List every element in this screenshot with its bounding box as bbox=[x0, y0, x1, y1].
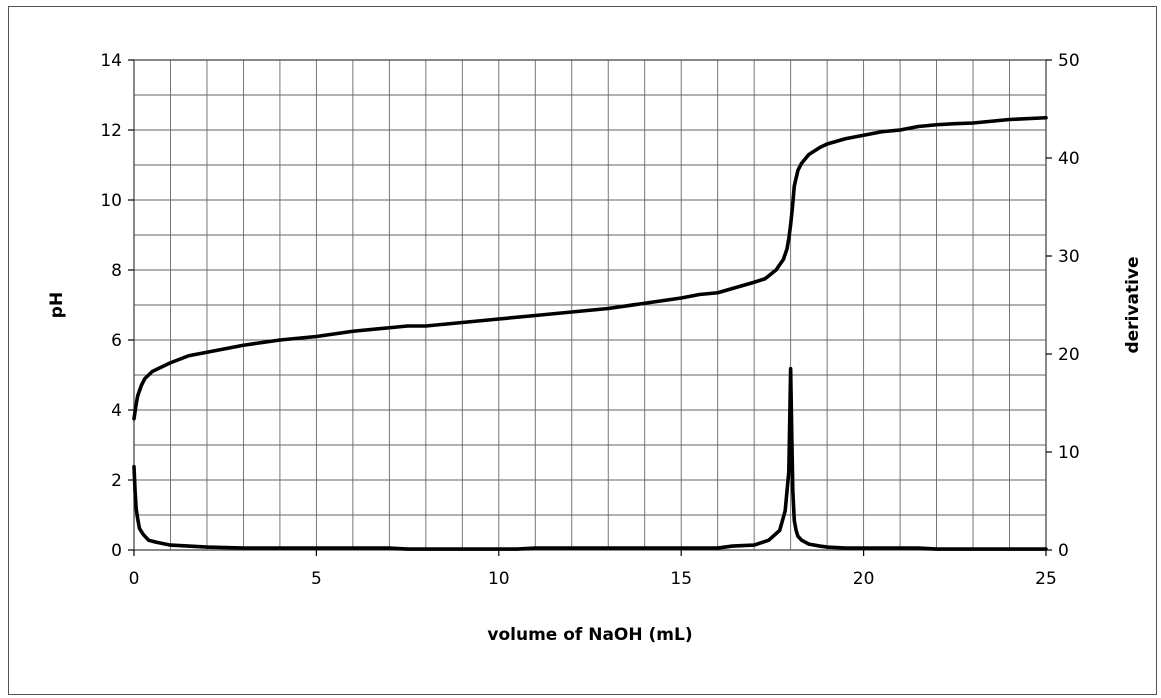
y2-tick-label: 40 bbox=[1058, 149, 1080, 169]
grid bbox=[134, 60, 1046, 550]
y-tick-label: 4 bbox=[111, 401, 122, 421]
y-tick-label: 8 bbox=[111, 261, 122, 281]
x-tick-label: 20 bbox=[853, 569, 875, 589]
y-tick-label: 14 bbox=[100, 51, 122, 71]
tick-labels: 0 2 4 6 8 10 12 14 0 10 20 30 40 50 0 5 10 15 20 25 bbox=[100, 51, 1079, 589]
y-tick-label: 0 bbox=[111, 541, 122, 561]
y2-tick-label: 50 bbox=[1058, 51, 1080, 71]
y2-tick-label: 10 bbox=[1058, 443, 1080, 463]
y-tick-label: 6 bbox=[111, 331, 122, 351]
y-tick-label: 2 bbox=[111, 471, 122, 491]
y2-tick-label: 30 bbox=[1058, 247, 1080, 267]
x-tick-label: 0 bbox=[129, 569, 140, 589]
x-axis-title: volume of NaOH (mL) bbox=[487, 625, 692, 645]
y2-tick-label: 0 bbox=[1058, 541, 1069, 561]
x-tick-label: 25 bbox=[1035, 569, 1057, 589]
y2-axis-title: derivative bbox=[1123, 256, 1143, 353]
y2-tick-label: 20 bbox=[1058, 345, 1080, 365]
x-tick-label: 10 bbox=[488, 569, 510, 589]
derivative-curve-line bbox=[132, 366, 1048, 551]
plot-area-border bbox=[133, 59, 1047, 551]
axis-ticks bbox=[128, 59, 1052, 556]
y-tick-label: 10 bbox=[100, 191, 122, 211]
y-tick-label: 12 bbox=[100, 121, 122, 141]
series bbox=[132, 115, 1048, 551]
ph-curve-line bbox=[132, 115, 1048, 421]
x-tick-label: 5 bbox=[311, 569, 322, 589]
y-axis-title: pH bbox=[47, 292, 67, 318]
x-tick-label: 15 bbox=[670, 569, 692, 589]
